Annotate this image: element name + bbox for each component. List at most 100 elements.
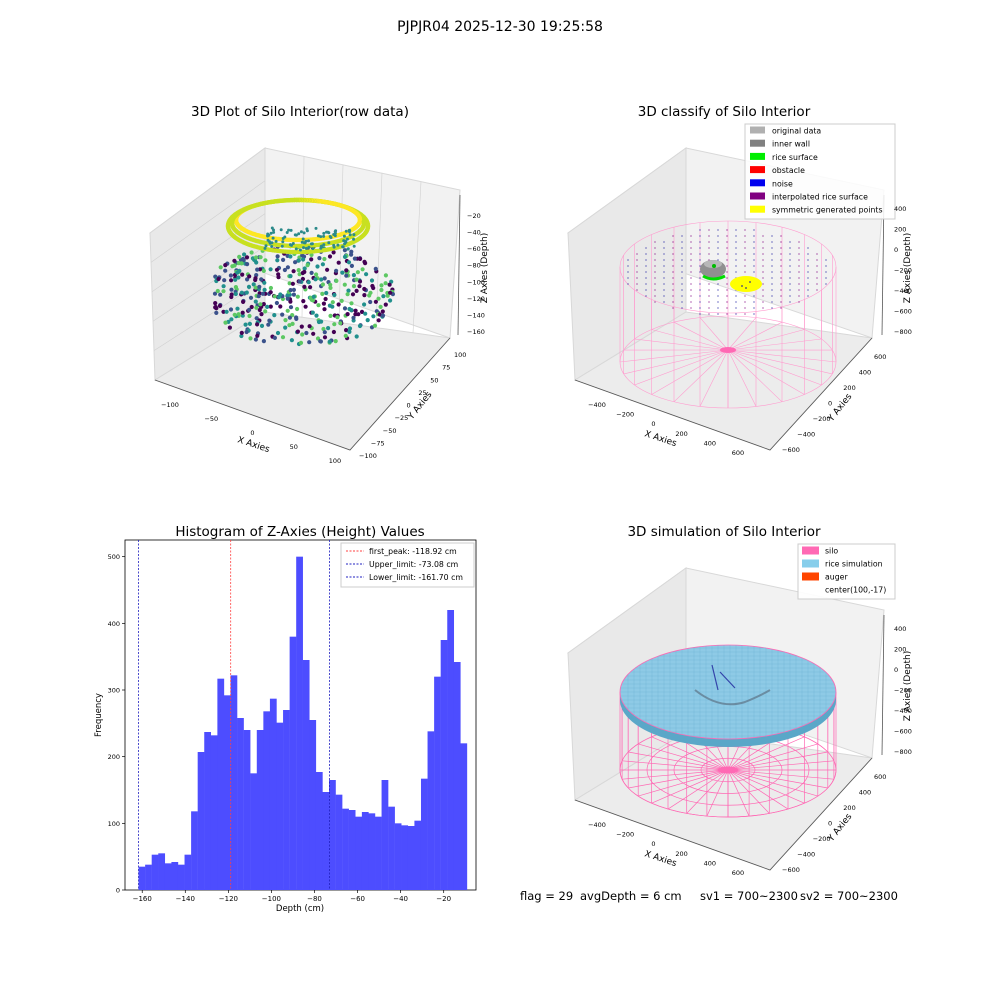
grid-point (717, 307, 719, 309)
raw-point (320, 262, 325, 267)
histogram-bar (145, 864, 152, 890)
grid-point (708, 253, 710, 255)
grid-point (654, 271, 656, 273)
raw-point (321, 301, 326, 306)
tick-label: −400 (894, 287, 912, 295)
grid-point (780, 259, 782, 261)
sv2-text: sv2 = 700~2300 (800, 889, 898, 903)
raw-point (283, 318, 288, 323)
grid-point (762, 289, 764, 291)
grid-point (627, 277, 629, 279)
grid-point (681, 277, 683, 279)
raw-point (288, 305, 294, 310)
legend-label: Upper_limit: -73.08 cm (369, 560, 458, 569)
grid-point (762, 247, 764, 249)
raw-point (300, 332, 305, 337)
histogram-bar (302, 660, 310, 890)
raw-point (345, 237, 349, 241)
grid-point (825, 259, 827, 261)
raw-point (359, 309, 365, 314)
raw-point (216, 276, 221, 282)
raw-point (299, 324, 304, 329)
raw-point (309, 242, 313, 246)
tick-label: −60 (467, 245, 481, 253)
raw-point (387, 282, 392, 287)
legend-swatch (802, 559, 819, 568)
raw-point (376, 296, 381, 301)
grid-point (735, 241, 737, 243)
grid-point (672, 289, 674, 291)
histogram-reference-lines (138, 540, 330, 890)
histogram-bar (348, 810, 356, 890)
panel-2-xlabel: X Axies (643, 429, 678, 449)
histogram-bar (420, 778, 428, 890)
panel-histogram: Histogram of Z-Axies (Height) Values −16… (94, 524, 477, 914)
grid-point (645, 271, 647, 273)
raw-point (355, 270, 360, 275)
tick-label: −800 (894, 748, 912, 756)
grid-point (744, 271, 746, 273)
raw-point (275, 330, 281, 336)
panel-4-zlabel: Z Axies (Depth) (903, 651, 913, 722)
histogram-bar (407, 826, 415, 890)
tick-label: 0 (894, 246, 898, 254)
grid-point (708, 313, 710, 315)
raw-point (236, 312, 241, 317)
raw-point (281, 240, 285, 244)
grid-point (717, 229, 719, 231)
grid-point (726, 235, 728, 237)
raw-point (257, 307, 262, 313)
x-tick-label: −40 (393, 895, 408, 903)
grid-point (744, 241, 746, 243)
grid-point (753, 313, 755, 315)
tick-label: −400 (797, 431, 815, 439)
raw-point (349, 301, 354, 306)
raw-point (291, 269, 296, 274)
raw-point (296, 258, 301, 263)
y-tick-label: 100 (108, 820, 120, 828)
raw-point (335, 315, 340, 320)
raw-point (379, 283, 384, 288)
histogram-bar (335, 794, 343, 890)
raw-point (302, 231, 306, 235)
histogram-bar (283, 710, 290, 890)
grid-point (681, 253, 683, 255)
raw-point-cloud (212, 197, 395, 347)
grid-point (816, 277, 818, 279)
histogram-bar (414, 820, 422, 890)
raw-point (307, 340, 312, 345)
raw-point (385, 293, 390, 298)
grid-point (645, 265, 647, 267)
raw-point (255, 333, 260, 338)
raw-point (278, 304, 283, 309)
grid-point (771, 247, 773, 249)
raw-point (291, 287, 296, 292)
raw-point (311, 247, 315, 251)
grid-point (699, 289, 701, 291)
grid-point (780, 277, 782, 279)
raw-point (259, 312, 264, 317)
grid-point (645, 247, 647, 249)
grid-point (717, 247, 719, 249)
histogram-x-ticks: −160 −140 −120 −100 −80 −60 −40 −20 (133, 890, 451, 903)
grid-point (699, 301, 701, 303)
raw-point (328, 285, 333, 290)
x-tick-label: −80 (307, 895, 322, 903)
grid-point (798, 247, 800, 249)
raw-point (270, 226, 274, 230)
raw-point (297, 232, 301, 236)
raw-point (319, 277, 324, 282)
grid-point (762, 241, 764, 243)
x-tick-label: −140 (176, 895, 195, 903)
grid-point (717, 259, 719, 261)
raw-point (332, 245, 336, 249)
grid-point (789, 265, 791, 267)
raw-point (232, 312, 237, 317)
raw-point (255, 267, 260, 272)
grid-point (663, 289, 665, 291)
raw-point (278, 292, 283, 297)
tick-label: −50 (204, 415, 218, 423)
grid-point (744, 307, 746, 309)
grid-point (726, 271, 728, 273)
raw-point (268, 290, 273, 295)
